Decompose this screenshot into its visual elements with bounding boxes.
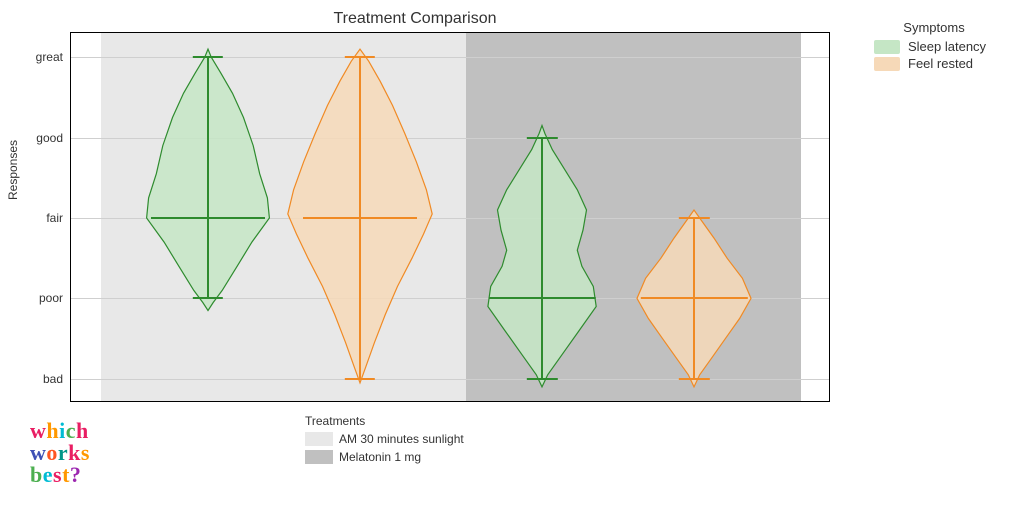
violin-whisker-cap — [679, 217, 709, 219]
violin-whisker — [207, 57, 209, 298]
violin-median — [151, 217, 265, 219]
x-axis-title: Treatments — [305, 414, 365, 428]
y-tick-label: bad — [43, 372, 63, 386]
violin-whisker-cap — [527, 378, 557, 380]
violin-whisker — [541, 138, 543, 379]
violin-median — [641, 297, 747, 299]
plot-area: badpoorfairgoodgreat — [70, 32, 830, 402]
x-legend-swatch-0 — [305, 432, 333, 446]
symptoms-legend-row-0: Sleep latency — [874, 39, 1014, 54]
symptoms-legend-swatch-1 — [874, 57, 900, 71]
violin-whisker-cap — [527, 137, 557, 139]
y-tick-label: fair — [46, 211, 63, 225]
x-legend-swatch-1 — [305, 450, 333, 464]
violin-median — [489, 297, 595, 299]
x-legend-row-1: Melatonin 1 mg — [305, 450, 421, 464]
chart-title: Treatment Comparison — [0, 10, 830, 28]
y-axis-label: Responses — [6, 140, 20, 200]
symptoms-legend-row-1: Feel rested — [874, 56, 1014, 71]
violin-median — [303, 217, 417, 219]
y-tick-label: good — [36, 131, 63, 145]
symptoms-legend-swatch-0 — [874, 40, 900, 54]
symptoms-legend-label-0: Sleep latency — [908, 39, 986, 54]
violin-whisker-cap — [345, 378, 375, 380]
violin-whisker-cap — [679, 378, 709, 380]
x-legend-row-0: AM 30 minutes sunlight — [305, 432, 464, 446]
violin-whisker-cap — [193, 56, 223, 58]
violin-whisker-cap — [193, 297, 223, 299]
y-tick-label: poor — [39, 291, 63, 305]
violin-whisker-cap — [345, 56, 375, 58]
x-legend-label-0: AM 30 minutes sunlight — [339, 432, 464, 446]
symptoms-legend: Symptoms Sleep latency Feel rested — [854, 20, 1014, 73]
symptoms-legend-title: Symptoms — [854, 20, 1014, 35]
symptoms-legend-label-1: Feel rested — [908, 56, 973, 71]
x-legend-label-1: Melatonin 1 mg — [339, 450, 421, 464]
y-tick-label: great — [36, 50, 63, 64]
which-works-best-logo: whichworksbest? — [30, 420, 90, 486]
